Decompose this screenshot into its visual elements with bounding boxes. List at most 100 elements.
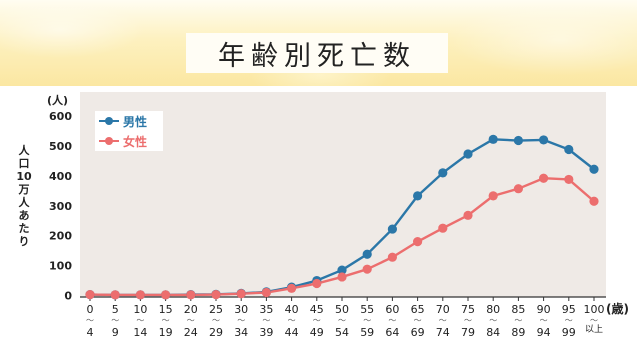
data-point-female — [135, 290, 145, 300]
x-tick-label: 14 — [133, 326, 147, 339]
data-point-female — [362, 264, 372, 274]
data-point-female — [463, 210, 473, 220]
x-tick-separator: 〜 — [86, 316, 94, 325]
title-banner: 年齢別死亡数 — [0, 0, 637, 86]
y-tick-label: 0 — [64, 290, 72, 303]
data-point-male — [463, 149, 473, 159]
y-axis-label-char: 10 — [16, 170, 32, 183]
x-tick-label: 84 — [486, 326, 500, 339]
x-tick-label: 64 — [385, 326, 399, 339]
legend-item-male: 男性 — [95, 111, 163, 131]
plot-area — [80, 92, 606, 297]
x-tick-label: 74 — [436, 326, 450, 339]
data-point-female — [438, 223, 448, 233]
y-tick-label: 300 — [49, 200, 72, 213]
x-tick-separator: 〜 — [514, 316, 522, 325]
data-point-male — [589, 164, 599, 174]
x-tick-label: 9 — [112, 326, 119, 339]
x-tick-label: 30 — [234, 303, 248, 316]
data-point-female — [110, 290, 120, 300]
y-tick-label: 200 — [49, 230, 72, 243]
x-tick-label: 24 — [184, 326, 198, 339]
x-tick-label: 89 — [511, 326, 525, 339]
x-tick-label: 40 — [285, 303, 299, 316]
page-title: 年齢別死亡数 — [186, 33, 448, 73]
data-point-male — [362, 249, 372, 259]
x-tick-label: 35 — [259, 303, 273, 316]
x-tick-separator: 〜 — [565, 316, 573, 325]
x-tick-separator: 〜 — [464, 316, 472, 325]
x-tick-label: 95 — [562, 303, 576, 316]
x-tick-label: 59 — [360, 326, 374, 339]
x-tick-label: 80 — [486, 303, 500, 316]
x-tick-label: 以上 — [585, 324, 603, 335]
x-tick-label: 45 — [310, 303, 324, 316]
x-tick-label: 34 — [234, 326, 248, 339]
data-point-female — [513, 184, 524, 194]
x-tick-label: 0 — [87, 303, 94, 316]
x-tick-label: 29 — [209, 326, 223, 339]
y-tick-label: 100 — [49, 260, 72, 273]
data-point-male — [413, 191, 423, 201]
data-point-female — [287, 283, 297, 293]
y-tick-label: 500 — [49, 140, 72, 153]
x-tick-separator: 〜 — [212, 316, 220, 325]
data-point-male — [438, 168, 448, 178]
legend-marker-female — [99, 136, 119, 146]
x-tick-label: 54 — [335, 326, 349, 339]
legend-label-female: 女性 — [123, 134, 148, 149]
x-tick-label: 70 — [436, 303, 450, 316]
data-point-male — [539, 135, 549, 145]
x-tick-label: 50 — [335, 303, 349, 316]
x-tick-separator: 〜 — [111, 316, 119, 325]
x-tick-separator: 〜 — [162, 316, 170, 325]
data-point-female — [589, 196, 599, 206]
data-point-male — [337, 265, 347, 275]
x-tick-label: 5 — [112, 303, 119, 316]
y-axis-label-char: り — [18, 235, 30, 248]
x-tick-label: 19 — [159, 326, 173, 339]
y-axis-ticks: 0 100 200 300 400 500 600 — [49, 110, 72, 303]
x-tick-label: 25 — [209, 303, 223, 316]
y-axis-unit: (人) — [47, 94, 69, 107]
y-axis-label-char: た — [18, 222, 30, 235]
x-tick-label: 49 — [310, 326, 324, 339]
data-point-female — [413, 237, 423, 247]
data-point-female — [312, 278, 322, 289]
x-tick-label: 100 — [584, 303, 605, 316]
data-point-male — [513, 135, 524, 146]
x-tick-separator: 〜 — [313, 316, 321, 325]
x-tick-label: 94 — [537, 326, 551, 339]
data-point-female — [186, 290, 196, 300]
data-point-female — [211, 290, 221, 300]
x-tick-separator: 〜 — [489, 316, 497, 325]
x-tick-label: 99 — [562, 326, 576, 339]
x-tick-label: 75 — [461, 303, 475, 316]
series-points — [85, 134, 599, 300]
chart-legend: 男性 女性 — [95, 111, 163, 151]
x-tick-label: 44 — [285, 326, 299, 339]
x-axis-unit: (歳) — [606, 302, 629, 316]
x-tick-separator: 〜 — [414, 316, 422, 325]
x-axis-ticks: 0〜45〜910〜1415〜1920〜2425〜2930〜3435〜3940〜4… — [86, 297, 605, 339]
x-tick-label: 55 — [360, 303, 374, 316]
x-tick-label: 65 — [411, 303, 425, 316]
x-tick-separator: 〜 — [187, 316, 195, 325]
x-tick-separator: 〜 — [363, 316, 371, 325]
legend-dot-female — [105, 137, 113, 145]
data-point-female — [337, 272, 347, 282]
y-tick-label: 600 — [49, 110, 72, 123]
y-axis-label-char: 人 — [18, 144, 30, 157]
y-tick-label: 400 — [49, 170, 72, 183]
x-tick-separator: 〜 — [439, 316, 447, 325]
y-axis-label-char: 人 — [18, 196, 30, 209]
x-tick-separator: 〜 — [388, 316, 396, 325]
data-point-male — [387, 224, 397, 234]
x-tick-label: 39 — [259, 326, 273, 339]
x-tick-label: 79 — [461, 326, 475, 339]
y-axis-label-char: 万 — [18, 183, 30, 196]
data-point-female — [85, 290, 95, 300]
data-point-female — [236, 289, 246, 299]
x-tick-label: 20 — [184, 303, 198, 316]
